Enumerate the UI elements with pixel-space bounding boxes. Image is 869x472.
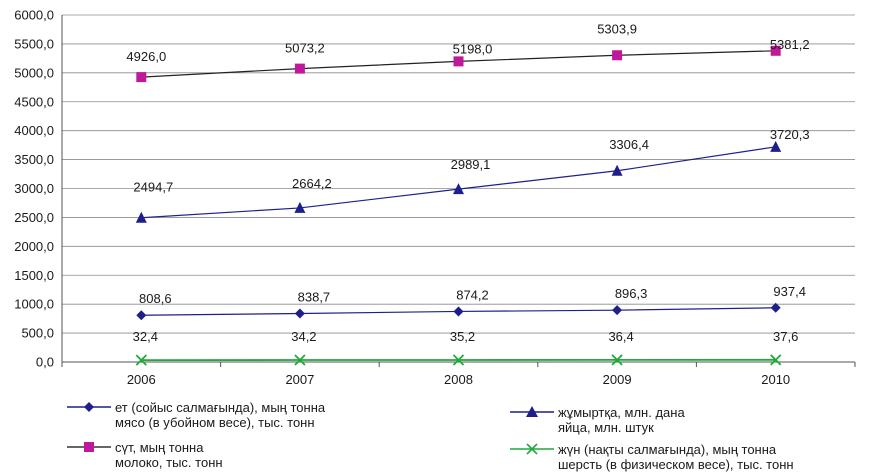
- y-axis-tick-labels: 6000,0 5500,0 5000,0 4500,0 4000,0 3500,0 3000…: [14, 8, 54, 370]
- y-tick-label: 4500,0: [14, 94, 54, 109]
- data-label-wool: 34,2: [291, 329, 316, 344]
- legend-label-ru: молоко, тыс. тонн: [115, 455, 223, 470]
- legend-label-kk: ет (сойыс салмағында), мың тонна: [115, 400, 326, 415]
- data-label-milk: 5198,0: [453, 41, 493, 56]
- data-point-meat: [770, 302, 781, 313]
- data-point-milk: [612, 50, 623, 61]
- legend-item-eggs: жұмыртқа, млн. дана яйца, млн. штук: [508, 405, 685, 435]
- x-mark-stroke: [135, 354, 147, 366]
- data-label-wool: 32,4: [133, 329, 158, 344]
- data-label-eggs: 2989,1: [451, 157, 491, 172]
- data-point-meat: [453, 306, 464, 317]
- y-tick-label: 2000,0: [14, 239, 54, 254]
- triangle-marker-icon: [510, 406, 554, 417]
- x-tick-label: 2007: [285, 372, 314, 387]
- data-point-eggs: [294, 201, 306, 213]
- data-point-milk: [453, 56, 464, 67]
- data-label-milk: 5303,9: [597, 21, 637, 36]
- data-label-milk: 4926,0: [126, 49, 166, 64]
- data-label-eggs: 2494,7: [133, 180, 173, 195]
- data-label-eggs: 3306,4: [609, 137, 649, 152]
- y-tick-label: 6000,0: [14, 8, 54, 23]
- y-tick-label: 3000,0: [14, 181, 54, 196]
- legend-label-kk: жұмыртқа, млн. дана: [558, 405, 685, 420]
- legend-label-kk: сүт, мың тонна: [115, 440, 204, 455]
- data-label-wool: 36,4: [608, 329, 633, 344]
- data-point-meat: [612, 305, 623, 316]
- x-marker-icon: [510, 443, 554, 455]
- y-tick-label: 5000,0: [14, 65, 54, 80]
- axes: [61, 15, 856, 367]
- data-point-milk: [770, 45, 781, 56]
- data-point-wool: [611, 354, 623, 366]
- data-label-meat: 808,6: [139, 291, 172, 306]
- x-tick-label: 2009: [603, 372, 632, 387]
- diamond-marker-icon: [67, 402, 111, 412]
- data-point-eggs: [770, 140, 782, 152]
- legend-label-ru: шерсть (в физическом весе), тыс. тонн: [558, 457, 794, 472]
- legend-item-meat: ет (сойыс салмағында), мың тонна мясо (в…: [65, 400, 325, 430]
- data-point-wool: [135, 354, 147, 366]
- legend-label-ru: мясо (в убойном весе), тыс. тонн: [115, 415, 315, 430]
- data-point-wool: [770, 354, 782, 366]
- x-tick-label: 2008: [444, 372, 473, 387]
- y-tick-label: 3500,0: [14, 152, 54, 167]
- x-mark-stroke: [611, 354, 623, 366]
- y-tick-label: 5500,0: [14, 36, 54, 51]
- data-point-wool: [294, 354, 306, 366]
- series-markers: [135, 45, 782, 366]
- y-tick-label: 0,0: [36, 355, 54, 370]
- legend-item-wool: жүн (нақты салмағында), мың тонна шерсть…: [508, 442, 794, 472]
- data-label-wool: 37,6: [773, 329, 798, 344]
- y-tick-label: 4000,0: [14, 123, 54, 138]
- x-mark-stroke: [770, 354, 782, 366]
- data-point-meat: [136, 310, 147, 321]
- data-point-wool: [452, 354, 465, 366]
- data-label-milk: 5073,2: [285, 41, 325, 56]
- x-tick-label: 2006: [127, 372, 156, 387]
- data-point-eggs: [611, 164, 623, 176]
- data-label-meat: 874,2: [456, 287, 489, 302]
- data-point-milk: [294, 63, 305, 74]
- data-label-meat: 838,7: [298, 289, 331, 304]
- y-tick-label: 1500,0: [14, 268, 54, 283]
- legend-item-milk: сүт, мың тонна молоко, тыс. тонн: [65, 440, 223, 470]
- y-tick-label: 1000,0: [14, 297, 54, 312]
- data-label-milk: 5381,2: [770, 37, 810, 52]
- square-marker-icon: [67, 442, 111, 452]
- y-tick-label: 2500,0: [14, 210, 54, 225]
- data-label-wool: 35,2: [450, 329, 475, 344]
- data-point-eggs: [135, 211, 147, 223]
- data-point-milk: [136, 72, 147, 83]
- line-chart: 6000,0 5500,0 5000,0 4500,0 4000,0 3500,0 3000…: [14, 8, 856, 387]
- x-tick-label: 2010: [761, 372, 790, 387]
- x-mark-stroke: [294, 354, 306, 366]
- data-label-eggs: 3720,3: [770, 127, 810, 142]
- x-axis-tick-labels: 2006 2007 2008 2009 2010: [127, 372, 790, 387]
- data-point-eggs: [453, 183, 464, 195]
- x-mark-stroke: [452, 354, 465, 366]
- data-label-eggs: 2664,2: [292, 176, 332, 191]
- y-tick-label: 500,0: [21, 326, 54, 341]
- data-label-meat: 937,4: [773, 284, 806, 299]
- data-point-meat: [294, 308, 305, 319]
- legend-label-kk: жүн (нақты салмағында), мың тонна: [558, 442, 777, 457]
- legend-label-ru: яйца, млн. штук: [558, 420, 654, 435]
- data-label-meat: 896,3: [615, 286, 648, 301]
- data-labels: 808,6 838,7 874,2 896,3 937,4 4926,0 5073,2 519…: [126, 21, 809, 344]
